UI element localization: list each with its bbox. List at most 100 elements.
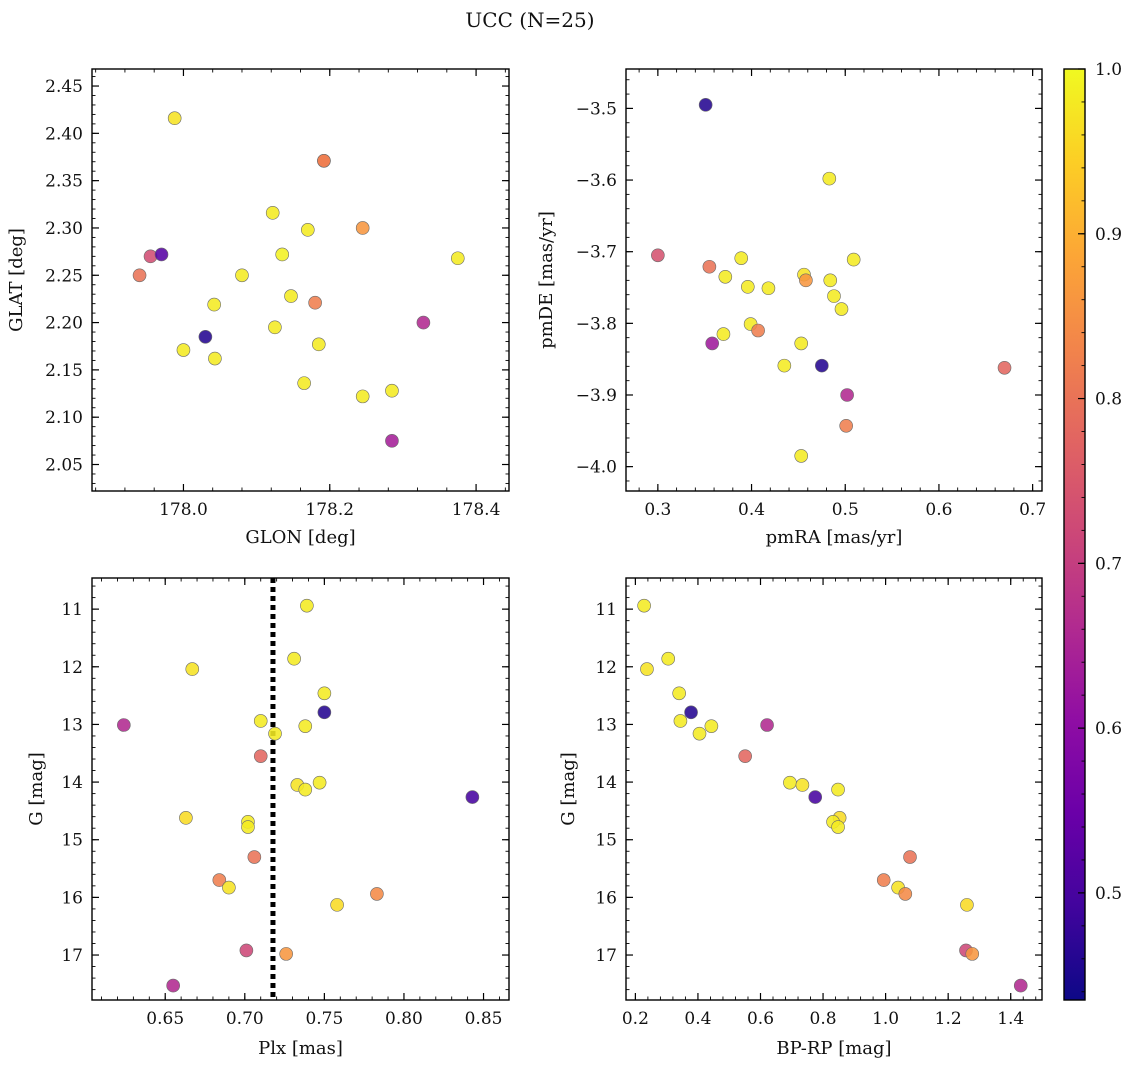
scatter-point (673, 714, 688, 728)
scatter-point (960, 898, 974, 912)
scatter-point (794, 449, 809, 463)
y-tick-label: 2.10 (45, 408, 83, 428)
x-axis-label: pmRA [mas/yr] (766, 527, 903, 548)
scatter-point (637, 598, 651, 613)
scatter-point (385, 434, 399, 448)
scatter-point (903, 850, 917, 864)
x-axis-label: BP-RP [mag] (776, 1038, 891, 1059)
scatter-point (279, 947, 293, 961)
scatter-point (154, 247, 169, 262)
scatter-point (716, 327, 731, 341)
scatter-point (465, 790, 480, 804)
scatter-point (808, 790, 823, 804)
x-tick-label: 0.4 (684, 1009, 711, 1029)
scatter-point (207, 297, 221, 312)
y-axis-label: G [mag] (558, 752, 579, 825)
colorbar-gradient (1064, 69, 1085, 1000)
scatter-point (416, 315, 431, 330)
scatter-point (117, 718, 131, 732)
y-tick-label: −3.7 (576, 243, 617, 263)
scatter-point (300, 598, 314, 613)
scatter-point (385, 383, 399, 398)
scatter-point (876, 873, 891, 887)
scatter-point (268, 320, 282, 335)
scatter-point (370, 887, 384, 901)
colorbar-tick-label: 0.5 (1095, 884, 1122, 904)
scatter-point (208, 351, 222, 366)
axes-frame (91, 577, 510, 1001)
scatter-point (297, 376, 311, 390)
scatter-point (308, 295, 322, 310)
x-tick-label: 1.2 (935, 1009, 962, 1029)
scatter-point (284, 289, 298, 303)
scatter-point (317, 686, 332, 701)
colorbar-tick-label: 0.6 (1095, 719, 1122, 739)
y-tick-label: 12 (595, 658, 617, 678)
y-tick-label: 17 (595, 946, 617, 966)
y-tick-label: 2.30 (45, 219, 83, 239)
scatter-point (751, 323, 765, 338)
scatter-point (672, 686, 686, 701)
y-axis-label: G [mag] (26, 752, 47, 825)
scatter-point (176, 343, 191, 357)
scatter-point (831, 782, 845, 797)
scatter-point (760, 718, 774, 732)
scatter-point (823, 273, 838, 288)
y-axis-label: GLAT [deg] (6, 228, 27, 332)
y-tick-label: −4.0 (576, 458, 617, 478)
figure-title: UCC (N=25) (465, 8, 594, 32)
scatter-point (846, 252, 861, 267)
x-tick-label: 0.3 (644, 500, 671, 520)
scatter-point (783, 775, 797, 790)
scatter-point (317, 705, 332, 720)
scatter-point (312, 775, 327, 790)
scatter-point (702, 259, 717, 274)
scatter-point (705, 336, 719, 351)
y-tick-label: 13 (61, 715, 83, 735)
scatter-point (718, 269, 733, 284)
scatter-point (651, 248, 665, 263)
x-tick-label: 0.5 (832, 500, 859, 520)
scatter-point (898, 887, 913, 901)
scatter-point (761, 281, 776, 296)
scatter-point (815, 358, 829, 373)
x-tick-label: 0.85 (465, 1009, 503, 1029)
x-tick-label: 1.4 (997, 1009, 1024, 1029)
scatter-point (265, 206, 280, 220)
scatter-point (692, 726, 707, 741)
colorbar-tick-label: 0.9 (1095, 225, 1122, 245)
scatter-point (355, 221, 370, 235)
scatter-point (222, 880, 236, 895)
scatter-point (834, 302, 849, 316)
colorbar: 0.5 0.6 0.7 0.8 0.9 1.0 (1063, 60, 1122, 1001)
scatter-point (179, 811, 193, 825)
y-tick-label: 14 (595, 773, 617, 793)
scatter-point (355, 389, 370, 404)
scatter-point (827, 289, 841, 303)
scatter-point (741, 280, 755, 294)
y-tick-label: 17 (61, 946, 83, 966)
panel-glon-glat: 178.0 178.2 178.4 2.05 2.10 2.15 2.20 2.25 2.30 2… (6, 68, 510, 548)
x-tick-label: 0.65 (146, 1009, 184, 1029)
scatter-point (839, 419, 853, 433)
scatter-point (275, 247, 290, 262)
y-tick-label: 2.45 (45, 77, 83, 97)
scatter-point (795, 778, 810, 792)
scatter-point (450, 251, 465, 266)
y-tick-label: −3.8 (576, 314, 617, 334)
panel-plx-g: 0.65 0.70 0.75 0.80 0.85 11 12 13 14 15 16 17 Plx [m… (26, 577, 510, 1059)
scatter-point (965, 947, 980, 961)
colorbar-tick-label: 0.8 (1095, 390, 1122, 410)
scatter-point (317, 153, 331, 168)
y-tick-label: −3.9 (576, 386, 617, 406)
scatter-point (661, 651, 676, 666)
scatter-point (166, 978, 180, 993)
colorbar-tick-label: 0.7 (1095, 554, 1122, 574)
y-tick-label: 2.05 (45, 456, 83, 476)
y-tick-label: 11 (595, 600, 617, 620)
scatter-point (822, 171, 837, 186)
colorbar-frame (1063, 68, 1086, 1001)
scatter-point (799, 273, 813, 288)
scatter-point (997, 360, 1012, 375)
